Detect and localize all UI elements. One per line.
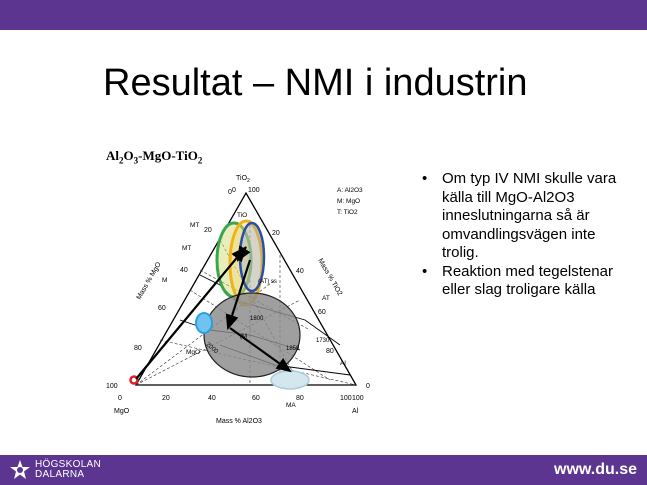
- ma-label: MA: [286, 402, 296, 409]
- temp-1800: 1800: [250, 316, 264, 322]
- transformation-arrows: [135, 245, 292, 380]
- svg-text:100: 100: [106, 383, 118, 390]
- logo-text: HÖGSKOLAN DALARNA: [35, 459, 102, 480]
- cyan-region: [195, 312, 213, 334]
- bottom-banner: [0, 455, 647, 485]
- diagram-legend: A: Al2O3 M: MgO T: TiO2: [337, 187, 363, 216]
- svg-text:0: 0: [366, 383, 370, 390]
- svg-text:0: 0: [232, 187, 236, 194]
- temp-1850: 1850: [286, 346, 300, 352]
- al2o3-side-label: Al: [340, 360, 346, 367]
- gray-region: [203, 292, 301, 378]
- corner-mgo-label: MgO: [114, 408, 130, 415]
- apex-top-label: TiO2: [236, 175, 250, 184]
- m2t-label: M: [162, 277, 167, 284]
- left-ticks: 100 80 60 40 20 0: [106, 189, 232, 390]
- svg-text:60: 60: [158, 305, 166, 312]
- axis-bottom-title: Mass % Al2O3: [216, 418, 262, 425]
- svg-text:0: 0: [118, 395, 122, 402]
- temp-1730: 1730: [316, 338, 330, 344]
- svg-text:40: 40: [180, 267, 188, 274]
- svg-text:20: 20: [162, 395, 170, 402]
- bullet-list: Om typ IV NMI skulle vara källa till MgO…: [420, 170, 635, 300]
- diagram-title: Al2O3-MgO-TiO2: [106, 148, 203, 166]
- tio2-point-label: TiO: [237, 212, 247, 219]
- svg-text:20: 20: [204, 227, 212, 234]
- svg-text:M: MgO: M: MgO: [337, 198, 360, 205]
- top-banner: [0, 0, 647, 30]
- svg-text:100: 100: [352, 395, 364, 402]
- at-label: AT: [322, 295, 330, 302]
- svg-text:0: 0: [228, 189, 232, 196]
- svg-text:100: 100: [340, 395, 352, 402]
- mt-label: MT: [182, 245, 191, 252]
- corner-al2o3-label: Al: [352, 408, 359, 415]
- svg-text:100: 100: [248, 187, 260, 194]
- university-logo[interactable]: HÖGSKOLAN DALARNA: [9, 458, 101, 482]
- svg-text:A: Al2O3: A: Al2O3: [337, 187, 363, 194]
- star-emblem-icon: [10, 460, 30, 479]
- svg-text:20: 20: [272, 230, 280, 237]
- axis-left-title: Mass % MgO: [136, 261, 163, 301]
- triangle-outline: [134, 191, 358, 386]
- slide-title: Resultat – NMI i industrin: [103, 62, 528, 104]
- axis-right-title: Mass % TiO2: [316, 258, 343, 298]
- svg-text:60: 60: [252, 395, 260, 402]
- mt2-label: MT: [190, 222, 199, 229]
- bullet-item: Reaktion med tegelstenar eller slag trol…: [420, 263, 635, 300]
- mgo-inner-label: MgO: [186, 349, 200, 356]
- bottom-ticks: 0 20 40 60 80 100: [118, 395, 352, 402]
- svg-text:40: 40: [296, 268, 304, 275]
- footer-url-link[interactable]: www.du.se: [554, 461, 637, 478]
- right-ticks: 100 80 60 40 20 0: [272, 230, 370, 402]
- phase-diagram: TiO2 0 100 A: Al2O3 M: MgO T: TiO2 TiO M…: [106, 175, 370, 425]
- ma-region: [270, 370, 310, 390]
- m2t-ma-label: (M: [240, 334, 247, 340]
- svg-text:T: TiO2: T: TiO2: [337, 209, 358, 216]
- svg-text:80: 80: [134, 345, 142, 352]
- svg-text:80: 80: [296, 395, 304, 402]
- bullet-item: Om typ IV NMI skulle vara källa till MgO…: [420, 170, 635, 263]
- svg-text:80: 80: [326, 348, 334, 355]
- at-ss-label: (AT) ss: [258, 279, 277, 285]
- svg-text:60: 60: [318, 309, 326, 316]
- svg-text:40: 40: [208, 395, 216, 402]
